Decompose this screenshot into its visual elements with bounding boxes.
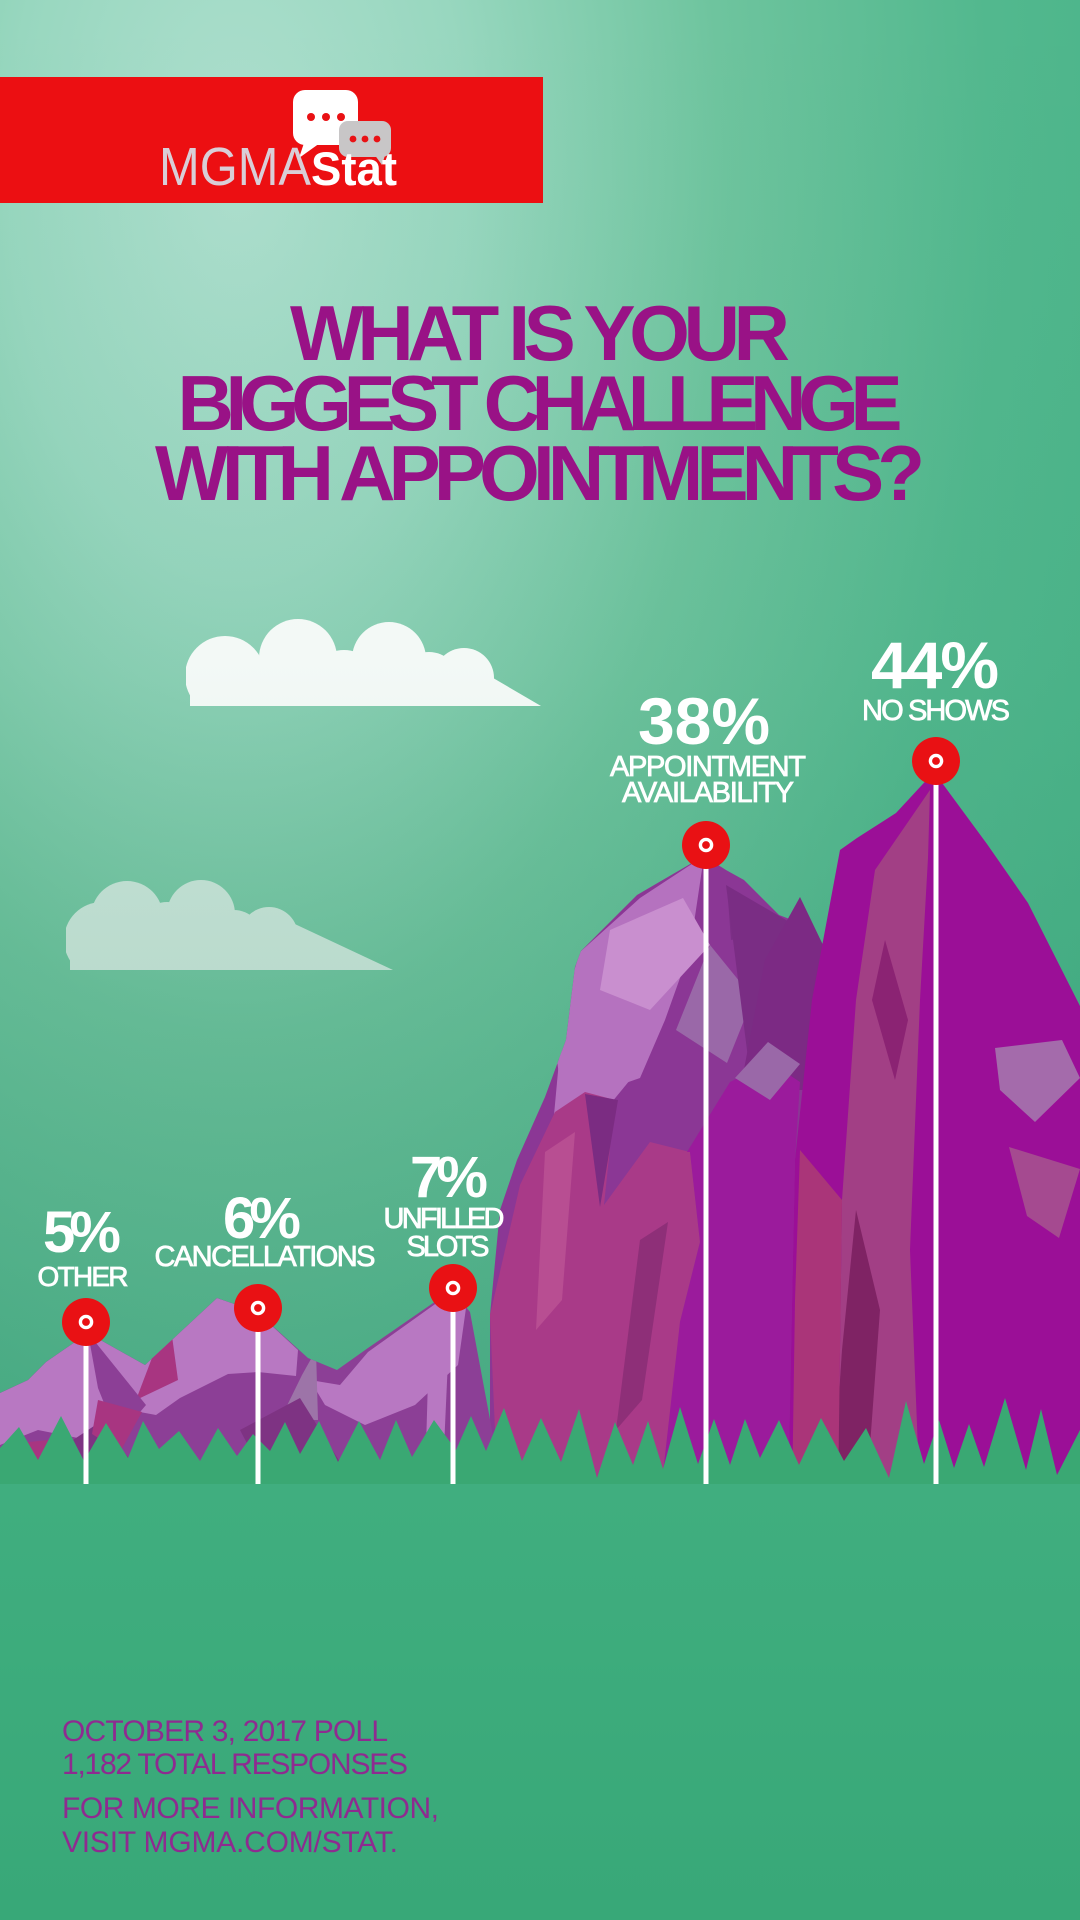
svg-text:WHAT IS YOUR: WHAT IS YOUR bbox=[290, 289, 790, 377]
svg-text:APPOINTMENT: APPOINTMENT bbox=[610, 751, 806, 783]
svg-text:Stat: Stat bbox=[311, 142, 397, 195]
svg-text:7%: 7% bbox=[410, 1145, 488, 1210]
svg-text:UNFILLED: UNFILLED bbox=[384, 1203, 505, 1235]
svg-text:WITH APPOINTMENTS?: WITH APPOINTMENTS? bbox=[155, 429, 925, 517]
svg-text:1,182 TOTAL RESPONSES: 1,182 TOTAL RESPONSES bbox=[62, 1748, 408, 1781]
svg-text:NO SHOWS: NO SHOWS bbox=[862, 695, 1010, 727]
svg-text:5%: 5% bbox=[43, 1200, 121, 1265]
svg-text:38%: 38% bbox=[638, 684, 770, 758]
svg-text:MGMA: MGMA bbox=[159, 137, 311, 197]
svg-text:6%: 6% bbox=[223, 1186, 301, 1251]
svg-text:44%: 44% bbox=[871, 628, 999, 702]
svg-text:CANCELLATIONS: CANCELLATIONS bbox=[155, 1241, 376, 1273]
svg-text:FOR MORE INFORMATION,: FOR MORE INFORMATION, bbox=[62, 1792, 439, 1825]
svg-text:VISIT MGMA.COM/STAT.: VISIT MGMA.COM/STAT. bbox=[62, 1826, 398, 1859]
svg-text:BIGGEST CHALLENGE: BIGGEST CHALLENGE bbox=[178, 359, 903, 447]
svg-text:OCTOBER 3, 2017 POLL: OCTOBER 3, 2017 POLL bbox=[62, 1715, 388, 1748]
svg-text:OTHER: OTHER bbox=[38, 1261, 129, 1292]
svg-text:AVAILABILITY: AVAILABILITY bbox=[622, 777, 794, 809]
svg-text:SLOTS: SLOTS bbox=[407, 1231, 490, 1263]
